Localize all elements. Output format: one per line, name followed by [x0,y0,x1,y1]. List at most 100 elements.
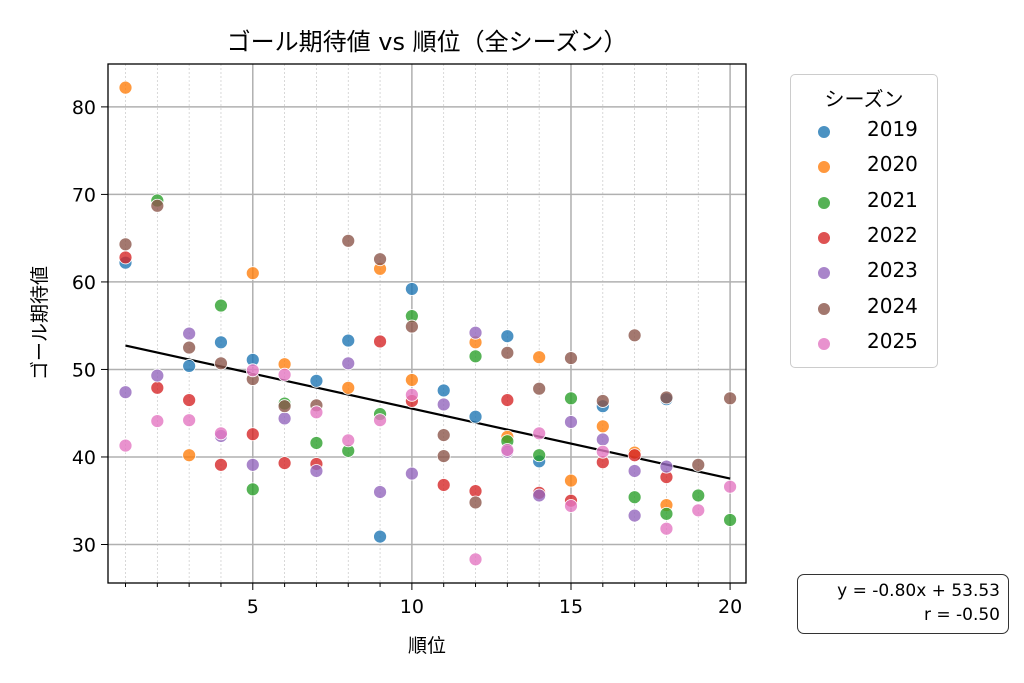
data-point-2025 [468,552,483,567]
legend-label: 2020 [867,152,918,177]
regression-equation: y = -0.80x + 53.53 [837,581,1000,601]
data-point-2020 [595,419,610,434]
data-point-2019 [468,409,483,424]
data-point-2023 [309,464,324,478]
data-points [118,80,737,567]
legend-item-2020: 2020 [791,150,937,185]
x-axis-label: 順位 [408,635,446,657]
data-point-2024 [341,233,356,248]
data-point-2019 [436,383,451,398]
data-point-2025 [659,521,674,536]
data-point-2019 [500,329,515,344]
legend-marker [817,301,831,316]
x-tick-label: 5 [247,596,259,618]
data-point-2023 [564,415,578,429]
data-point-2022 [373,334,387,349]
data-point-2024 [436,449,451,463]
data-point-2025 [118,438,133,453]
legend-item-2025: 2025 [791,327,937,362]
data-point-2020 [532,350,547,365]
data-point-2025 [182,413,197,428]
data-point-2025 [245,363,260,378]
data-point-2024 [564,351,578,365]
data-point-2024 [627,328,642,343]
data-point-2023 [627,464,642,478]
chart-title: ゴール期待値 vs 順位（全シーズン） [227,28,628,56]
data-point-2020 [182,448,197,463]
legend-marker [817,195,831,210]
data-point-2024 [277,399,292,414]
data-point-2024 [214,356,228,371]
data-point-2022 [500,393,515,407]
data-point-2025 [564,499,578,513]
data-point-2021 [532,448,547,463]
regression-stats-box: y = -0.80x + 53.53 r = -0.50 [797,574,1009,634]
x-tick-label: 10 [400,596,424,618]
data-point-2024 [532,381,547,396]
data-point-2024 [436,428,451,442]
data-point-2021 [691,488,706,503]
legend-item-2024: 2024 [791,292,937,327]
data-point-2025 [691,503,706,518]
data-point-2023 [150,368,165,383]
data-point-2020 [404,373,419,387]
legend-item-2022: 2022 [791,221,937,256]
data-point-2020 [245,266,260,281]
data-point-2022 [436,478,451,492]
x-tick-label: 20 [718,596,742,618]
data-point-2019 [373,529,387,544]
data-point-2022 [245,427,260,442]
legend-label: 2022 [867,222,918,247]
data-point-2023 [436,397,451,412]
data-point-2025 [341,433,356,448]
legend-label: 2024 [867,293,918,318]
data-point-2022 [118,250,133,265]
data-point-2024 [500,345,515,360]
data-point-2020 [341,380,356,395]
data-point-2019 [214,335,228,350]
legend-item-2019: 2019 [791,115,937,150]
data-point-2022 [627,448,642,463]
data-point-2025 [150,414,165,428]
data-point-2024 [595,394,610,408]
data-point-2019 [404,282,419,296]
data-point-2022 [150,380,165,395]
y-tick-label: 80 [72,97,96,119]
legend-label: 2021 [867,187,918,212]
data-point-2023 [404,466,419,481]
data-point-2025 [214,426,228,441]
data-point-2020 [564,473,578,488]
data-point-2023 [277,411,292,426]
y-tick-label: 70 [72,184,96,206]
data-point-2024 [404,319,419,334]
legend-marker [817,160,831,175]
data-point-2021 [564,391,578,406]
y-tick-label: 60 [72,272,96,294]
data-point-2019 [182,359,197,373]
legend-item-2021: 2021 [791,186,937,221]
data-point-2024 [118,237,133,252]
legend-label: 2019 [867,117,918,141]
data-point-2025 [723,479,737,494]
data-point-2023 [341,356,356,371]
data-point-2025 [595,444,610,459]
data-point-2019 [341,333,356,348]
data-point-2023 [245,457,260,472]
data-point-2022 [182,393,197,407]
data-point-2023 [118,385,133,400]
legend-marker [817,125,831,139]
y-tick-label: 50 [72,359,96,381]
data-point-2022 [277,456,292,470]
data-point-2024 [150,198,165,213]
data-point-2025 [532,426,547,441]
y-tick-label: 40 [72,447,96,469]
data-point-2024 [659,390,674,405]
y-axis-ticks: 30 40 50 60 70 80 [72,97,108,556]
data-point-2021 [723,513,737,527]
data-point-2023 [182,326,197,341]
data-point-2023 [627,508,642,523]
legend-title: シーズン [824,87,904,111]
data-point-2025 [404,387,419,402]
y-axis-label: ゴール期待値 [29,266,51,380]
